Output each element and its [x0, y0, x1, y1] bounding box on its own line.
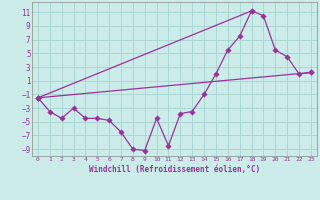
- X-axis label: Windchill (Refroidissement éolien,°C): Windchill (Refroidissement éolien,°C): [89, 165, 260, 174]
